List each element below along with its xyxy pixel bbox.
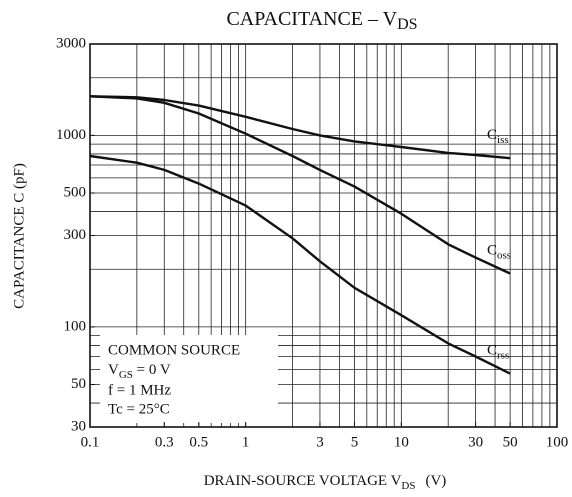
y-tick-label: 1000 [56, 127, 86, 143]
grid [89, 43, 558, 428]
annotation-sub: GS [119, 369, 133, 381]
annotation-box [100, 335, 278, 423]
series-line [89, 154, 511, 375]
series-sub: oss [497, 249, 511, 261]
y-tick-label: 100 [64, 318, 87, 334]
x-tick-label: 0.5 [189, 434, 208, 450]
x-label-unit: (V) [425, 473, 446, 489]
series-label: Coss [487, 243, 511, 261]
series-label: Crss [487, 343, 509, 361]
title-sub: DS [397, 16, 417, 33]
x-tick-label: 30 [468, 434, 483, 450]
x-tick-label: 1 [242, 434, 250, 450]
series-line [89, 95, 511, 275]
series-sub: rss [497, 349, 509, 361]
series-sub: iss [497, 134, 509, 146]
x-tick-label: 10 [394, 434, 409, 450]
series-name: C [487, 128, 497, 144]
annotation: VGS = 0 V [108, 362, 171, 380]
x-tick-label: 3 [316, 434, 324, 450]
y-tick-label: 50 [71, 376, 86, 392]
x-tick-label: 50 [503, 434, 518, 450]
annotation: Tc = 25°C [108, 401, 170, 417]
y-tick-label: 30 [71, 418, 86, 434]
x-axis-label: DRAIN-SOURCE VOLTAGE VDS (V) [204, 473, 447, 491]
chart-title: CAPACITANCE – VDS [226, 8, 417, 33]
annotation: COMMON SOURCE [108, 342, 240, 358]
annotation-text: = 0 V [133, 362, 171, 378]
y-tick-label: 3000 [56, 35, 86, 51]
x-tick-label: 0.3 [155, 434, 174, 450]
y-axis-label: CAPACITANCE C (pF) [11, 163, 27, 309]
x-tick-label: 0.1 [81, 434, 100, 450]
x-label-text: DRAIN-SOURCE VOLTAGE V [204, 473, 402, 489]
x-label-sub: DS [401, 480, 415, 492]
x-tick-label: 100 [546, 434, 569, 450]
series-name: C [487, 243, 497, 259]
title-text: CAPACITANCE – V [226, 8, 397, 30]
series-label: Ciss [487, 128, 509, 146]
y-tick-label: 500 [64, 184, 87, 200]
annotation: f = 1 MHz [108, 382, 171, 398]
annotation-text: V [108, 362, 119, 378]
x-tick-label: 5 [351, 434, 359, 450]
series-name: C [487, 343, 497, 359]
series-line [89, 95, 511, 160]
y-tick-label: 300 [64, 227, 87, 243]
